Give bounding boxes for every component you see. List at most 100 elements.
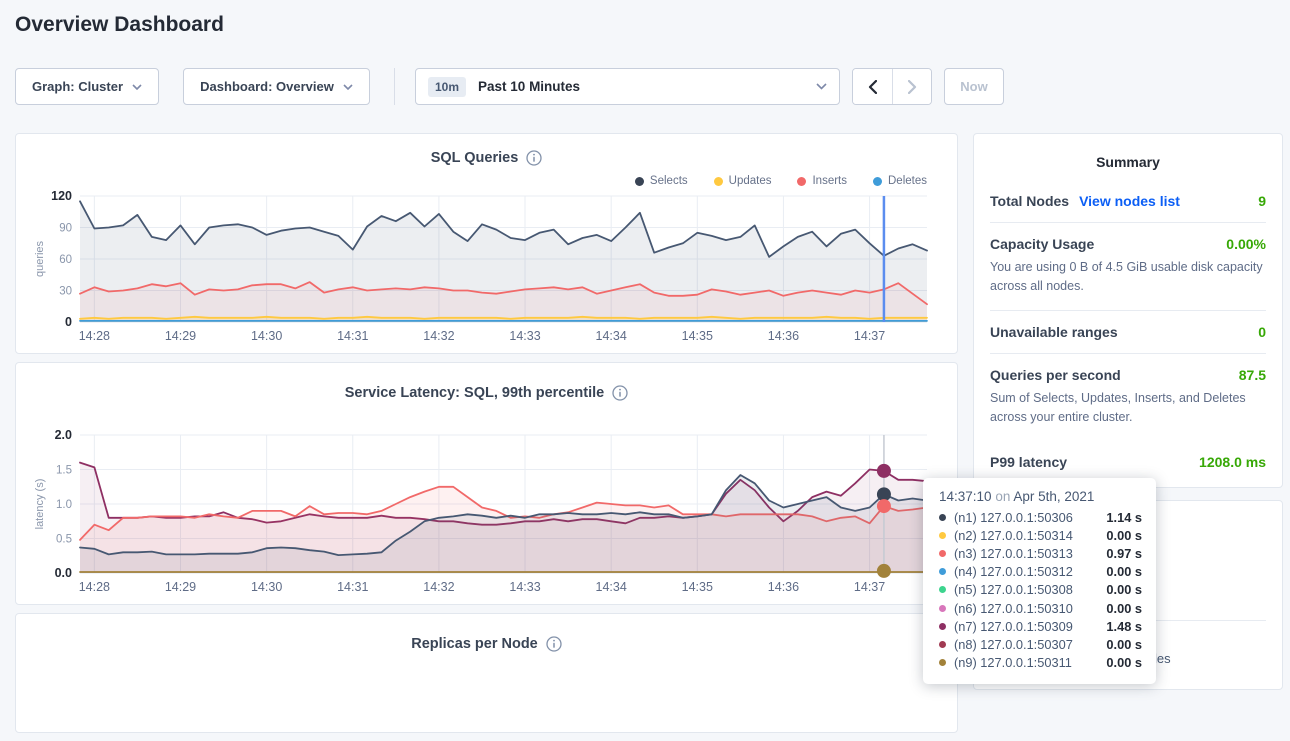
sql-queries-chart[interactable]: 14:2814:2914:3014:3114:3214:3314:3414:35… bbox=[32, 188, 937, 348]
time-range-picker[interactable]: 10m Past 10 Minutes bbox=[415, 68, 840, 105]
next-time-button[interactable] bbox=[892, 69, 931, 104]
node-color-dot-icon bbox=[939, 514, 946, 521]
tooltip-row: (n5) 127.0.0.1:50308 0.00 s bbox=[939, 581, 1142, 599]
dashboard-selector-dropdown[interactable]: Dashboard: Overview bbox=[183, 68, 370, 105]
svg-text:14:36: 14:36 bbox=[768, 580, 799, 594]
node-color-dot-icon bbox=[939, 550, 946, 557]
svg-text:14:36: 14:36 bbox=[768, 329, 799, 343]
legend-dot-icon bbox=[714, 177, 723, 186]
time-step-buttons bbox=[852, 68, 932, 105]
info-icon[interactable] bbox=[546, 636, 562, 652]
svg-text:1.0: 1.0 bbox=[56, 499, 72, 511]
svg-text:14:35: 14:35 bbox=[682, 580, 713, 594]
info-icon[interactable] bbox=[526, 150, 542, 166]
node-value: 1.48 s bbox=[1106, 619, 1142, 634]
summary-value: 1208.0 ms bbox=[1199, 454, 1266, 470]
legend-item[interactable]: Updates bbox=[714, 174, 772, 188]
node-value: 0.00 s bbox=[1106, 582, 1142, 597]
node-color-dot-icon bbox=[939, 605, 946, 612]
svg-text:120: 120 bbox=[51, 189, 72, 203]
view-nodes-link[interactable]: View nodes list bbox=[1079, 193, 1180, 209]
svg-text:14:37: 14:37 bbox=[854, 580, 885, 594]
service-latency-chart[interactable]: 14:2814:2914:3014:3114:3214:3314:3414:35… bbox=[32, 427, 937, 599]
svg-text:14:31: 14:31 bbox=[337, 580, 368, 594]
tooltip-row: (n9) 127.0.0.1:503110.00 s bbox=[939, 654, 1142, 672]
svg-text:14:33: 14:33 bbox=[509, 580, 540, 594]
svg-text:14:32: 14:32 bbox=[423, 580, 454, 594]
node-name: (n6) 127.0.0.1:50310 bbox=[954, 601, 1073, 616]
svg-text:14:29: 14:29 bbox=[165, 580, 196, 594]
chevron-right-icon bbox=[908, 80, 917, 94]
summary-row-qps: Queries per second 87.5 Sum of Selects, … bbox=[990, 354, 1266, 441]
node-value: 0.00 s bbox=[1106, 601, 1142, 616]
node-value: 0.97 s bbox=[1106, 546, 1142, 561]
tooltip-row: (n4) 127.0.0.1:503120.00 s bbox=[939, 563, 1142, 581]
svg-text:queries: queries bbox=[34, 240, 46, 277]
node-value: 0.00 s bbox=[1106, 655, 1142, 670]
tooltip-date: Apr 5th, 2021 bbox=[1013, 489, 1094, 504]
summary-value: 9 bbox=[1258, 193, 1266, 209]
page-title: Overview Dashboard bbox=[15, 13, 224, 37]
summary-row-p99: P99 latency 1208.0 ms bbox=[990, 441, 1266, 483]
tooltip-rows: (n1) 127.0.0.1:503061.14 s(n2) 127.0.0.1… bbox=[939, 508, 1142, 672]
tooltip-row: (n1) 127.0.0.1:503061.14 s bbox=[939, 508, 1142, 526]
tooltip-on-word: on bbox=[995, 489, 1010, 504]
chevron-down-icon bbox=[132, 84, 142, 90]
node-name: (n2) 127.0.0.1:50314 bbox=[954, 528, 1073, 543]
prev-time-button[interactable] bbox=[853, 69, 892, 104]
svg-text:14:37: 14:37 bbox=[854, 329, 885, 343]
legend-label: Updates bbox=[729, 175, 772, 187]
legend-item[interactable]: Inserts bbox=[797, 174, 847, 188]
chevron-down-icon bbox=[343, 84, 353, 90]
summary-row-unavailable-ranges: Unavailable ranges 0 bbox=[990, 311, 1266, 354]
dashboard-selector-label: Dashboard: Overview bbox=[200, 79, 334, 94]
tooltip-row: (n7) 127.0.0.1:503091.48 s bbox=[939, 617, 1142, 635]
svg-text:14:29: 14:29 bbox=[165, 329, 196, 343]
summary-label: Unavailable ranges bbox=[990, 324, 1118, 340]
svg-text:14:33: 14:33 bbox=[509, 329, 540, 343]
svg-text:14:31: 14:31 bbox=[337, 329, 368, 343]
graph-selector-dropdown[interactable]: Graph: Cluster bbox=[15, 68, 159, 105]
tooltip-row: (n2) 127.0.0.1:50314 0.00 s bbox=[939, 526, 1142, 544]
summary-label: Queries per second bbox=[990, 367, 1121, 383]
node-name: (n5) 127.0.0.1:50308 bbox=[954, 582, 1073, 597]
svg-text:30: 30 bbox=[59, 286, 72, 298]
chart-legend: Selects Updates Inserts Deletes bbox=[32, 166, 941, 188]
summary-label: P99 latency bbox=[990, 454, 1067, 470]
svg-text:14:34: 14:34 bbox=[596, 580, 627, 594]
info-icon[interactable] bbox=[612, 385, 628, 401]
svg-text:14:35: 14:35 bbox=[682, 329, 713, 343]
tooltip-row: (n3) 127.0.0.1:503130.97 s bbox=[939, 544, 1142, 562]
chart-title: Service Latency: SQL, 99th percentile bbox=[345, 385, 605, 401]
svg-text:0: 0 bbox=[65, 315, 72, 329]
time-range-label: Past 10 Minutes bbox=[478, 79, 580, 94]
tooltip-time-value: 14:37:10 bbox=[939, 489, 992, 504]
svg-text:latency (s): latency (s) bbox=[34, 479, 46, 530]
summary-row-capacity: Capacity Usage 0.00% You are using 0 B o… bbox=[990, 223, 1266, 311]
legend-item[interactable]: Deletes bbox=[873, 174, 927, 188]
svg-text:14:32: 14:32 bbox=[423, 329, 454, 343]
chevron-down-icon bbox=[816, 83, 827, 90]
summary-value: 0.00% bbox=[1226, 236, 1266, 252]
node-value: 0.00 s bbox=[1106, 528, 1142, 543]
graph-selector-label: Graph: Cluster bbox=[32, 79, 123, 94]
node-value: 1.14 s bbox=[1106, 510, 1142, 525]
tooltip-time: 14:37:10 on Apr 5th, 2021 bbox=[939, 489, 1142, 508]
legend-dot-icon bbox=[797, 177, 806, 186]
chevron-left-icon bbox=[868, 80, 877, 94]
legend-item[interactable]: Selects bbox=[635, 174, 688, 188]
legend-dot-icon bbox=[873, 177, 882, 186]
tooltip-row: (n8) 127.0.0.1:50307 0.00 s bbox=[939, 635, 1142, 653]
node-name: (n8) 127.0.0.1:50307 bbox=[954, 637, 1073, 652]
service-latency-chart-card: Service Latency: SQL, 99th percentile 14… bbox=[15, 362, 958, 605]
chart-title: SQL Queries bbox=[431, 150, 519, 166]
summary-description: Sum of Selects, Updates, Inserts, and De… bbox=[990, 389, 1266, 428]
now-button[interactable]: Now bbox=[944, 68, 1004, 105]
summary-value: 87.5 bbox=[1239, 367, 1266, 383]
node-value: 0.00 s bbox=[1106, 637, 1142, 652]
svg-text:14:28: 14:28 bbox=[79, 329, 110, 343]
node-color-dot-icon bbox=[939, 641, 946, 648]
svg-text:14:34: 14:34 bbox=[596, 329, 627, 343]
svg-text:14:30: 14:30 bbox=[251, 580, 282, 594]
svg-text:0.0: 0.0 bbox=[55, 566, 72, 580]
